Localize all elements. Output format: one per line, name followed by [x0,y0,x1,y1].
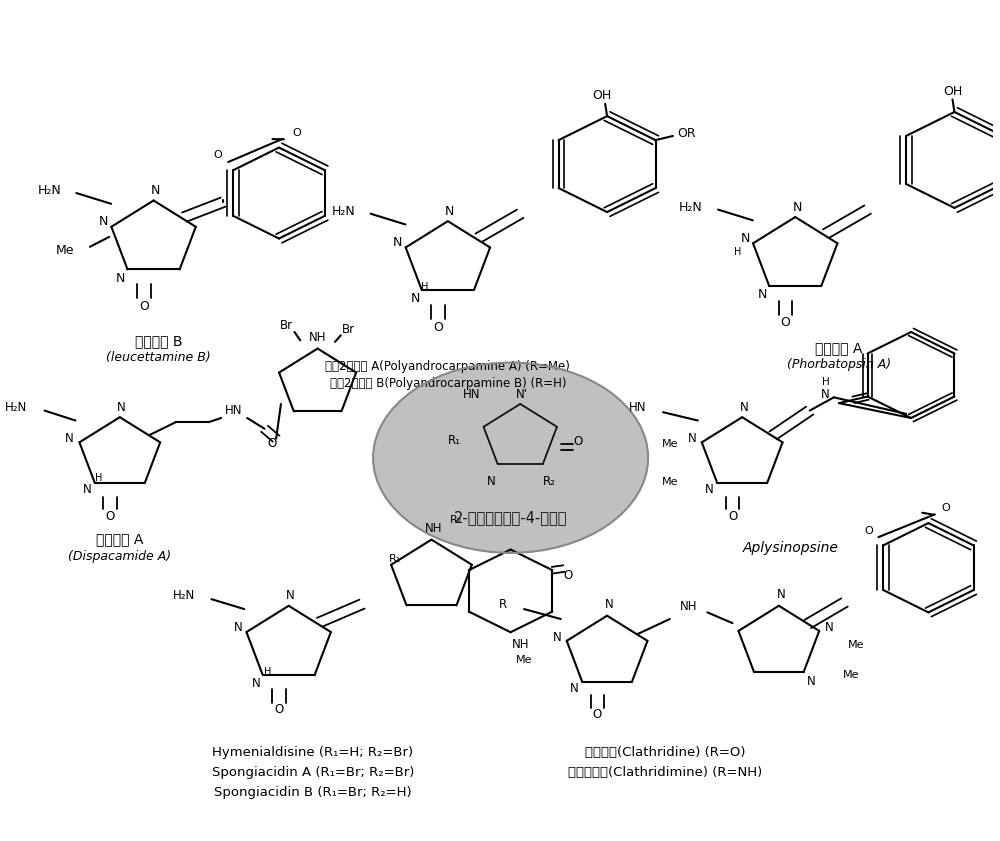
Text: N: N [65,432,74,445]
Text: Me: Me [56,244,74,257]
Text: NH: NH [425,521,442,535]
Text: H₂N: H₂N [173,590,196,602]
Text: Me: Me [848,641,864,650]
Text: H: H [421,283,428,293]
Text: Hymenialdisine (R₁=H; R₂=Br): Hymenialdisine (R₁=H; R₂=Br) [212,747,413,759]
Text: OH: OH [593,89,612,102]
Text: H: H [264,667,271,677]
Text: OH: OH [943,85,962,98]
Text: O: O [593,708,602,722]
Text: Br: Br [342,323,355,336]
Text: N: N [740,232,750,245]
Text: H₂N: H₂N [4,401,27,414]
Text: N: N [825,621,833,634]
Text: H: H [822,378,830,388]
Text: N: N [740,401,748,414]
Text: N: N [792,201,802,214]
Text: N: N [807,675,816,689]
Ellipse shape [373,362,648,553]
Text: N: N [83,484,91,496]
Text: N: N [251,677,260,690]
Text: O: O [728,510,737,523]
Text: Spongiacidin A (R₁=Br; R₂=Br): Spongiacidin A (R₁=Br; R₂=Br) [212,766,414,780]
Text: 精嘡2海鲾胺 B(Polyandrocarpamine B) (R=H): 精嘡2海鲾胺 B(Polyandrocarpamine B) (R=H) [330,377,566,389]
Text: O: O [941,503,950,513]
Text: OR: OR [677,127,696,140]
Text: O: O [213,151,222,161]
Text: Me: Me [516,655,532,665]
Text: O: O [574,435,583,447]
Text: NH: NH [309,331,326,344]
Text: O: O [864,526,873,536]
Text: Spongiacidin B (R₁=Br; R₂=H): Spongiacidin B (R₁=Br; R₂=H) [214,786,412,799]
Text: 雑海绵素 A: 雑海绵素 A [815,341,862,355]
Text: O: O [274,703,284,717]
Text: 精嘡2海鲾胺 A(Polyandrocarpamine A) (R=Me): 精嘡2海鲾胺 A(Polyandrocarpamine A) (R=Me) [325,360,570,373]
Text: Aplysinopsine: Aplysinopsine [742,541,838,555]
Text: H₂N: H₂N [37,184,61,197]
Text: N: N [776,588,785,600]
Text: N: N [688,432,696,445]
Text: N: N [99,215,108,229]
Text: O: O [106,510,115,523]
Text: H₂N: H₂N [679,201,703,214]
Text: 白海绵胺 B: 白海绵胺 B [135,334,182,348]
Text: O: O [292,128,301,138]
Text: H: H [734,246,741,257]
Text: Me: Me [843,670,859,680]
Text: H: H [95,473,102,484]
Text: O: O [433,320,443,334]
Text: R₂: R₂ [449,515,462,525]
Text: N: N [821,389,830,401]
Text: N: N [116,272,125,285]
Text: NH: NH [680,600,698,613]
Text: HN: HN [629,401,647,414]
Text: N: N [758,288,767,301]
Text: Br: Br [280,319,293,332]
Text: (Dispacamide A): (Dispacamide A) [68,550,171,563]
Text: (Phorbatopsin A): (Phorbatopsin A) [787,357,891,371]
Text: N: N [605,598,613,611]
Text: R₂: R₂ [543,475,556,489]
Text: N: N [570,682,579,695]
Text: NH: NH [511,638,529,651]
Text: N: N [234,621,243,634]
Text: O: O [564,569,573,583]
Text: 簇海绵亚胺(Clathridimine) (R=NH): 簇海绵亚胺(Clathridimine) (R=NH) [568,766,762,780]
Text: N: N [286,590,295,602]
Text: N: N [393,236,402,249]
Text: N: N [553,631,561,643]
Text: Me: Me [662,477,678,487]
Text: O: O [268,437,277,450]
Text: N: N [445,204,454,218]
Text: R₁: R₁ [389,554,401,564]
Text: H₂N: H₂N [332,204,356,218]
Text: O: O [139,300,149,313]
Text: 异海绵胺 A: 异海绵胺 A [96,532,143,547]
Text: (leucettamine B): (leucettamine B) [106,352,211,364]
Text: N: N [117,401,126,414]
Text: R₁: R₁ [448,434,461,447]
Text: N: N [410,293,420,305]
Text: R: R [499,598,507,611]
Text: HN: HN [463,388,481,400]
Text: 2-氨基和和唆喵-4-酮骨架: 2-氨基和和唆喵-4-酮骨架 [454,510,567,525]
Text: N: N [151,184,160,197]
Text: Me: Me [662,439,678,448]
Text: 簇海绵尴(Clathridine) (R=O): 簇海绵尴(Clathridine) (R=O) [585,747,745,759]
Text: N: N [705,484,714,496]
Text: HN: HN [225,404,242,417]
Text: N: N [487,475,496,489]
Text: O: O [781,316,791,330]
Text: N': N' [516,388,528,400]
